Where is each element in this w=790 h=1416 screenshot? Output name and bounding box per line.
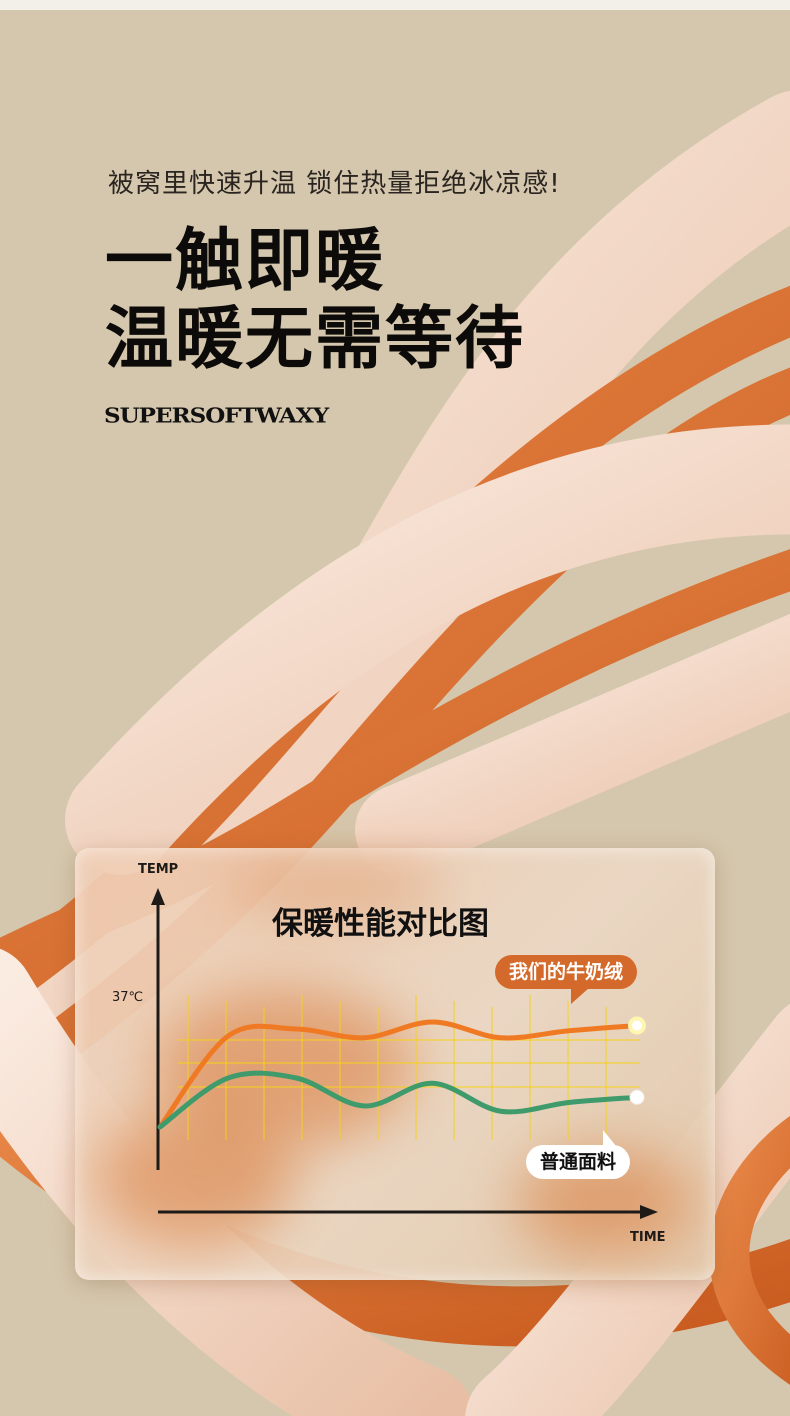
top-strip: [0, 0, 790, 10]
y-axis-arrow: [151, 888, 165, 905]
legend-bubble-tail: [571, 988, 589, 1004]
headline-line-2: 温暖无需等待: [105, 300, 526, 379]
chart-panel: [75, 848, 715, 1280]
orange-strand: [709, 1116, 790, 1385]
brand-text: SUPERSOFTWAXY: [104, 403, 329, 428]
series-end-point: [628, 1016, 646, 1035]
y-axis-label: TEMP: [138, 862, 179, 877]
series-line-1: [157, 1070, 640, 1130]
headline-line-1: 一触即暖: [105, 222, 386, 301]
y-tick-label: 37℃: [112, 990, 144, 1005]
legend-bubble-tail: [603, 1130, 616, 1146]
legend-our-fabric: 我们的牛奶绒: [495, 955, 638, 989]
series-line-0: [157, 1019, 640, 1130]
chart-title: 保暖性能对比图: [272, 906, 489, 942]
series-end-point: [629, 1089, 645, 1105]
subtitle: 被窝里快速升温 锁住热量拒绝冰凉感!: [108, 169, 561, 199]
x-axis-arrow: [640, 1205, 658, 1219]
cream-strand: [65, 424, 790, 875]
legend-normal-fabric: 普通面料: [526, 1145, 631, 1179]
x-axis-label: TIME: [630, 1230, 666, 1245]
cream-strand: [355, 613, 790, 875]
